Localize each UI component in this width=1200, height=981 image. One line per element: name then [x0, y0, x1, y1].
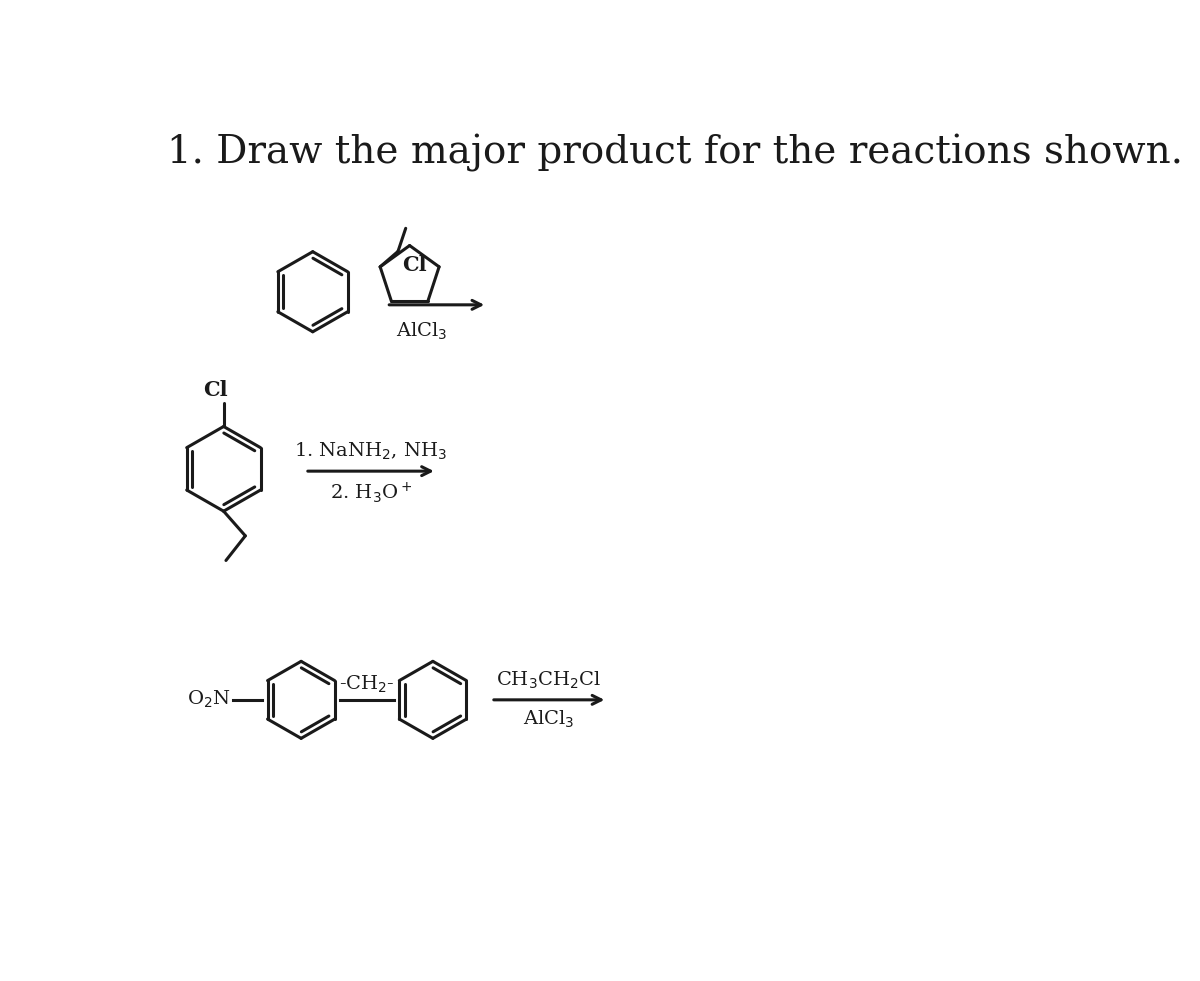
Text: 1. Draw the major product for the reactions shown.: 1. Draw the major product for the reacti… [167, 133, 1183, 172]
Text: 1. NaNH$_2$, NH$_3$: 1. NaNH$_2$, NH$_3$ [294, 440, 448, 462]
Text: Cl: Cl [203, 381, 227, 400]
Text: CH$_3$CH$_2$Cl: CH$_3$CH$_2$Cl [497, 669, 601, 691]
Text: O$_2$N: O$_2$N [187, 690, 230, 710]
Text: -CH$_2$-: -CH$_2$- [340, 674, 395, 696]
Text: AlCl$_3$: AlCl$_3$ [523, 709, 575, 731]
Text: AlCl$_3$: AlCl$_3$ [396, 320, 446, 341]
Text: Cl: Cl [403, 254, 427, 275]
Text: 2. H$_3$O$^+$: 2. H$_3$O$^+$ [330, 481, 412, 505]
